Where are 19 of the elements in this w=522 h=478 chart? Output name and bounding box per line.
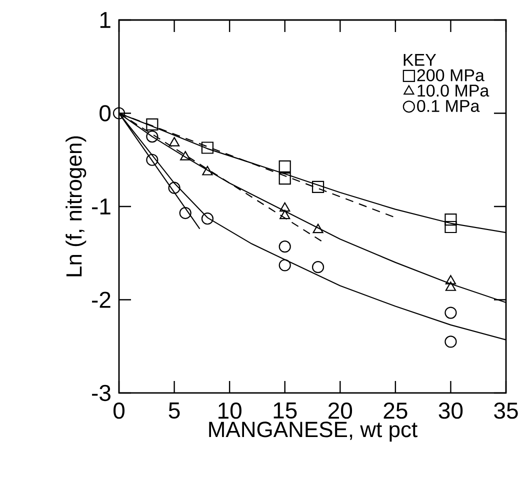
x-tick-label: 20 xyxy=(328,402,352,419)
x-tick-label: 35 xyxy=(494,402,518,419)
legend-label: 10.0 MPa xyxy=(418,84,490,97)
y-tick-label: 0 xyxy=(100,105,111,122)
x-tick-label: 15 xyxy=(274,402,297,419)
x-tick-label: 25 xyxy=(384,402,408,419)
x-axis-title: MANGANESE, wt pct xyxy=(209,422,418,442)
legend-title: KEY xyxy=(404,54,436,66)
y-tick-label: -1 xyxy=(92,198,110,214)
legend-label: 0.1 MPa xyxy=(417,100,480,112)
y-axis-title: Ln (f, nitrogen) xyxy=(66,136,86,276)
x-tick-label: 5 xyxy=(168,402,180,419)
legend-label: 200 MPa xyxy=(417,69,484,82)
y-tick-label: 1 xyxy=(100,12,110,28)
x-tick-label: 30 xyxy=(438,402,463,419)
x-tick-label: 0 xyxy=(114,402,125,419)
x-tick-label: 10 xyxy=(218,402,242,419)
y-tick-label: -3 xyxy=(92,384,110,402)
y-tick-label: -2 xyxy=(92,292,110,308)
